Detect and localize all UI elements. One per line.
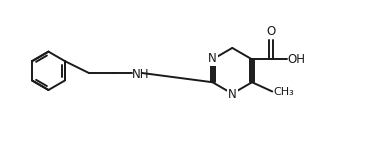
- Text: N: N: [208, 52, 217, 65]
- Text: OH: OH: [288, 53, 306, 66]
- Text: CH₃: CH₃: [274, 87, 294, 97]
- Text: N: N: [228, 88, 237, 101]
- Text: NH: NH: [132, 68, 150, 81]
- Text: O: O: [266, 25, 276, 38]
